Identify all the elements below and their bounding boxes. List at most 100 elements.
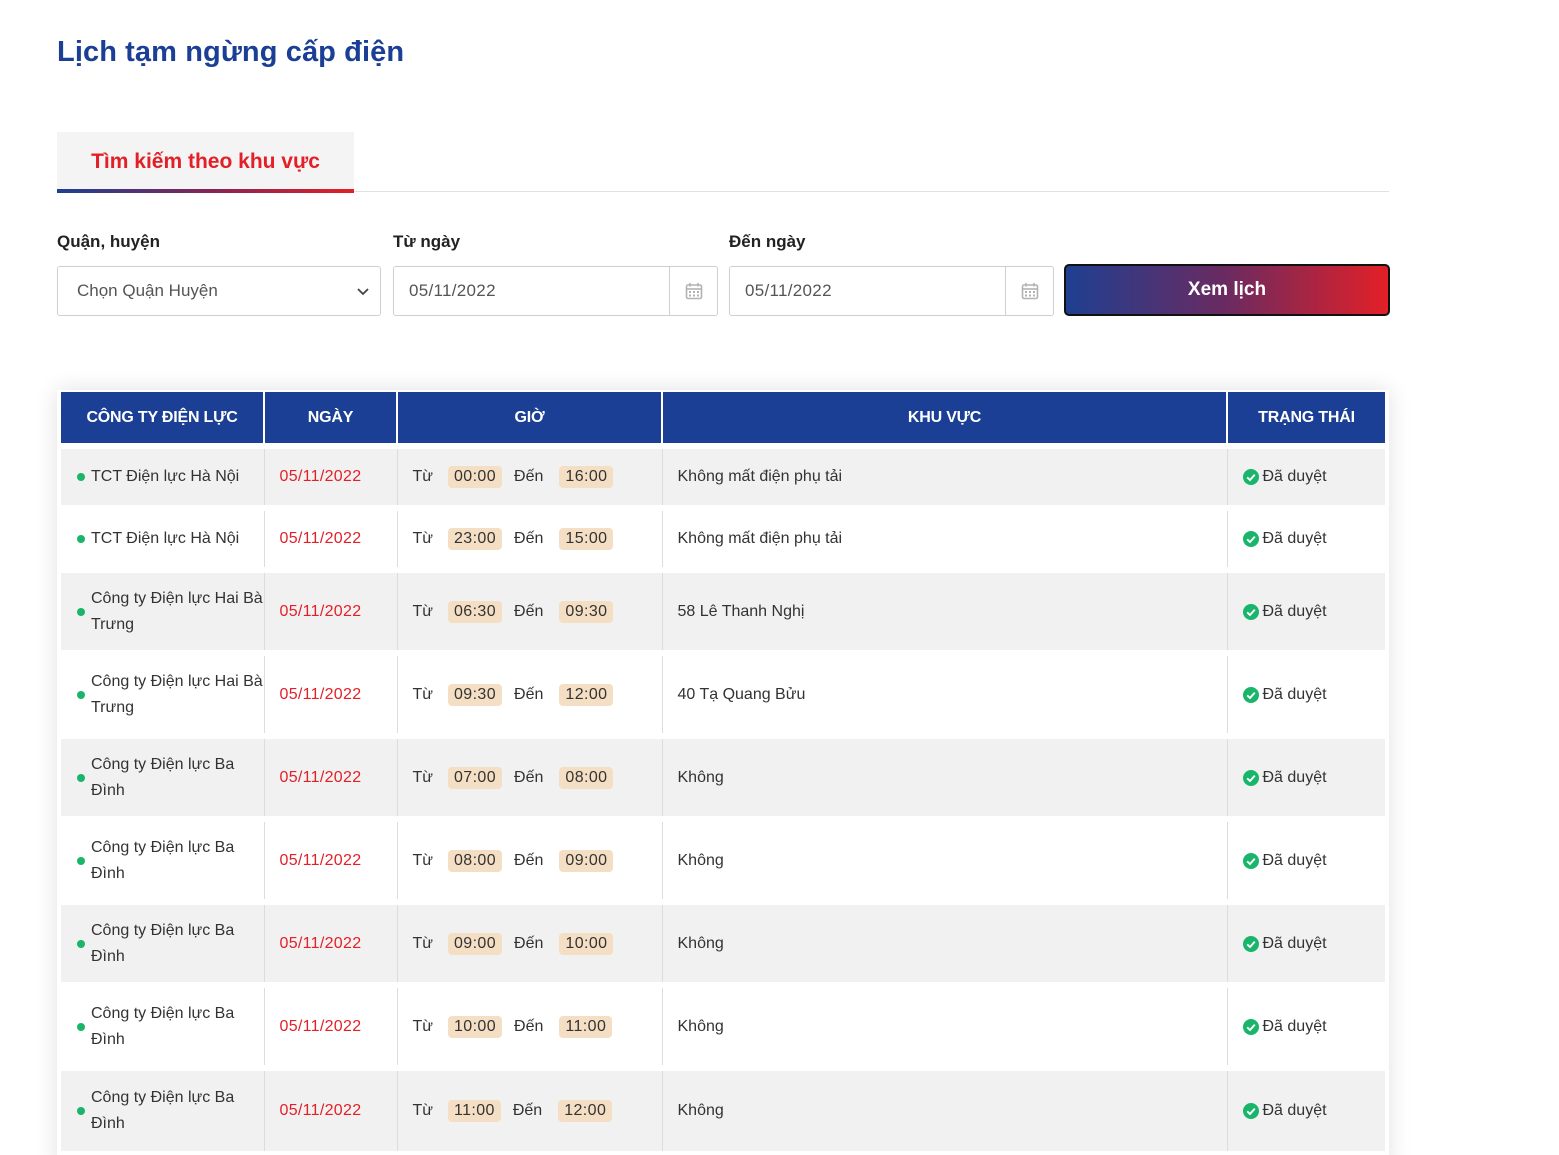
from-label: Từ xyxy=(412,530,433,547)
table-row: Công ty Điện lực Hai Bà Trưng 05/11/2022 T… xyxy=(61,650,1385,736)
from-time: 00:00 xyxy=(447,466,503,488)
table-header-row: CÔNG TY ĐIỆN LỰC NGÀY GIỜ KHU VỰC TRẠNG … xyxy=(61,392,1385,446)
company-cell: Công ty Điện lực Hai Bà Trưng xyxy=(61,650,264,736)
status-cell: Đã duyệt xyxy=(1226,650,1385,736)
table-row: Công ty Điện lực Ba Đình 05/11/2022 Từ 11:0… xyxy=(61,1065,1385,1151)
from-time: 09:00 xyxy=(447,932,503,955)
area-text: Không xyxy=(677,851,724,869)
area-text: 58 Lê Thanh Nghị xyxy=(677,602,805,620)
from-date-label: Từ ngày xyxy=(393,232,461,251)
date-cell: 05/11/2022 xyxy=(263,899,397,985)
status-dot-icon xyxy=(77,856,85,865)
to-label: Đến xyxy=(514,934,544,952)
company-cell: Công ty Điện lực Ba Đình xyxy=(61,982,264,1068)
area-cell: Không xyxy=(661,982,1227,1068)
from-time: 11:00 xyxy=(447,1100,501,1122)
to-date-value: 05/11/2022 xyxy=(745,281,832,300)
table-row: Công ty Điện lực Hai Bà Trưng 05/11/2022 T… xyxy=(61,567,1385,653)
company-name: Công ty Điện lực Hai Bà Trưng xyxy=(91,589,263,633)
view-schedule-button[interactable]: Xem lịch xyxy=(1064,264,1390,316)
date-cell: 05/11/2022 xyxy=(263,1065,397,1151)
tab-search-by-area[interactable]: Tìm kiếm theo khu vực xyxy=(57,132,354,193)
company-name: Công ty Điện lực Ba Đình xyxy=(91,838,235,882)
status-text: Đã duyệt xyxy=(1262,851,1327,869)
check-circle-icon xyxy=(1242,469,1259,485)
outage-date: 05/11/2022 xyxy=(279,468,362,485)
time-cell: Từ 07:00 Đến 08:00 xyxy=(396,733,662,819)
check-circle-icon xyxy=(1242,935,1259,952)
to-time: 11:00 xyxy=(559,1015,613,1038)
check-circle-icon xyxy=(1242,769,1259,786)
from-time: 23:00 xyxy=(447,528,503,550)
header-company: CÔNG TY ĐIỆN LỰC xyxy=(61,392,264,446)
to-date-label: Đến ngày xyxy=(729,232,806,251)
from-time: 10:00 xyxy=(447,1015,503,1038)
status-cell: Đã duyệt xyxy=(1226,733,1385,819)
to-date-picker-button[interactable] xyxy=(1005,267,1053,315)
to-time: 16:00 xyxy=(559,466,614,488)
table-row: Công ty Điện lực Ba Đình 05/11/2022 Từ 10:0… xyxy=(61,982,1385,1068)
time-cell: Từ 10:00 Đến 11:00 xyxy=(396,982,662,1068)
company-name: Công ty Điện lực Ba Đình xyxy=(91,1089,235,1132)
from-date-picker-button[interactable] xyxy=(669,267,717,315)
outage-date: 05/11/2022 xyxy=(279,602,362,620)
from-date-value: 05/11/2022 xyxy=(409,281,496,300)
check-circle-icon xyxy=(1242,686,1259,703)
status-cell: Đã duyệt xyxy=(1226,982,1385,1068)
time-cell: Từ 23:00 Đến 15:00 xyxy=(396,505,662,570)
schedule-table: CÔNG TY ĐIỆN LỰC NGÀY GIỜ KHU VỰC TRẠNG … xyxy=(61,392,1385,1151)
to-label: Đến xyxy=(512,1102,543,1119)
time-cell: Từ 08:00 Đến 09:00 xyxy=(396,816,662,902)
company-cell: Công ty Điện lực Ba Đình xyxy=(61,899,264,985)
to-time: 12:00 xyxy=(559,683,614,706)
outage-date: 05/11/2022 xyxy=(279,851,362,869)
area-cell: 40 Tạ Quang Bửu xyxy=(661,650,1227,736)
company-cell: Công ty Điện lực Hai Bà Trưng xyxy=(61,567,264,653)
area-cell: Không xyxy=(661,733,1227,819)
table-row: Công ty Điện lực Ba Đình 05/11/2022 Từ 09:0… xyxy=(61,899,1385,985)
to-label: Đến xyxy=(514,1017,544,1035)
status-dot-icon xyxy=(77,607,85,616)
from-label: Từ xyxy=(412,934,433,952)
from-label: Từ xyxy=(412,1102,433,1119)
active-tab-indicator xyxy=(57,189,354,193)
district-select[interactable]: Chọn Quận Huyện xyxy=(57,266,381,316)
company-name: TCT Điện lực Hà Nội xyxy=(91,468,240,485)
header-status: TRẠNG THÁI xyxy=(1226,392,1385,446)
table-body: TCT Điện lực Hà Nội 05/11/2022 Từ 00:00 Đến 1… xyxy=(61,443,1385,1151)
area-cell: Không mất điện phụ tải xyxy=(661,505,1227,570)
to-time: 15:00 xyxy=(559,528,614,550)
from-date-input[interactable]: 05/11/2022 xyxy=(393,266,718,316)
status-text: Đã duyệt xyxy=(1262,530,1327,547)
status-text: Đã duyệt xyxy=(1262,1102,1327,1119)
to-date-input[interactable]: 05/11/2022 xyxy=(729,266,1054,316)
check-circle-icon xyxy=(1242,603,1259,620)
area-text: Không xyxy=(677,768,724,786)
calendar-icon xyxy=(1021,283,1038,300)
check-circle-icon xyxy=(1242,1103,1259,1119)
status-text: Đã duyệt xyxy=(1262,1017,1327,1035)
time-cell: Từ 06:30 Đến 09:30 xyxy=(396,567,662,653)
date-cell: 05/11/2022 xyxy=(263,733,397,819)
from-time: 08:00 xyxy=(447,849,503,872)
to-label: Đến xyxy=(514,685,544,703)
company-cell: Công ty Điện lực Ba Đình xyxy=(61,733,264,819)
status-dot-icon xyxy=(77,535,85,543)
to-time: 12:00 xyxy=(558,1100,613,1122)
date-cell: 05/11/2022 xyxy=(263,505,397,570)
to-label: Đến xyxy=(514,530,544,547)
to-label: Đến xyxy=(514,768,544,786)
from-label: Từ xyxy=(412,468,433,485)
from-time: 09:30 xyxy=(447,683,503,706)
time-cell: Từ 11:00 Đến 12:00 xyxy=(396,1065,662,1151)
to-time: 08:00 xyxy=(559,766,614,789)
company-cell: Công ty Điện lực Ba Đình xyxy=(61,816,264,902)
tab-bar: Tìm kiếm theo khu vực xyxy=(57,132,1389,193)
table-row: TCT Điện lực Hà Nội 05/11/2022 Từ 00:00 Đến 1… xyxy=(61,443,1385,508)
check-circle-icon xyxy=(1242,1018,1259,1035)
company-name: Công ty Điện lực Hai Bà Trưng xyxy=(91,672,263,716)
outage-date: 05/11/2022 xyxy=(279,530,362,547)
status-text: Đã duyệt xyxy=(1262,768,1327,786)
date-cell: 05/11/2022 xyxy=(263,650,397,736)
